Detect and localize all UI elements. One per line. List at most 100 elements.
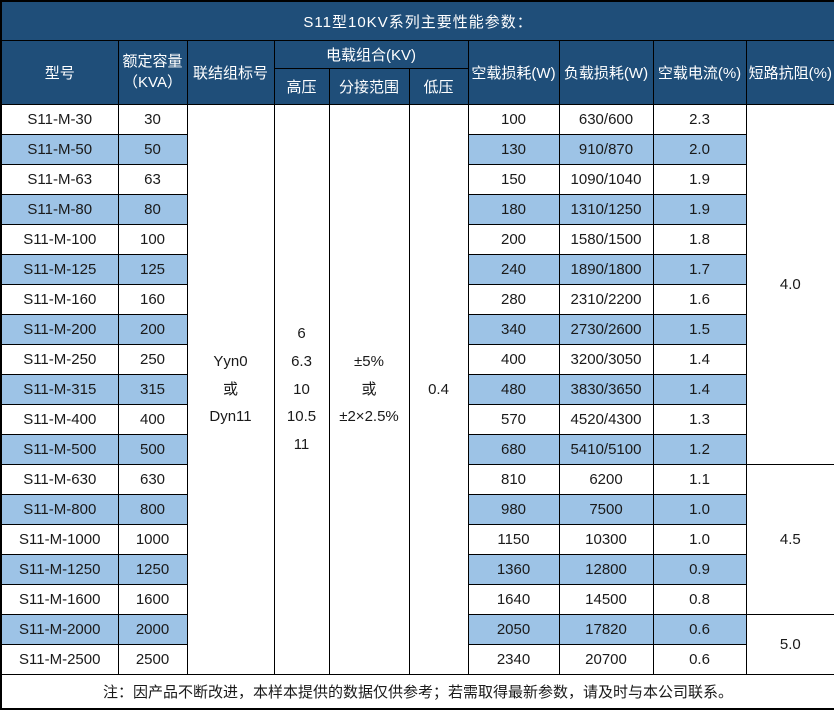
table-row: S11-M-500 500 680 5410/5100 1.2 (0, 434, 834, 465)
capacity-cell: 1000 (117, 524, 188, 555)
capacity-cell: 630 (117, 464, 188, 495)
no-load-current-cell: 2.0 (652, 134, 747, 165)
no-load-current-cell: 1.0 (652, 494, 747, 525)
col-header-no-load-current: 空载电流(%) (652, 40, 747, 105)
capacity-cell: 30 (117, 104, 188, 135)
load-loss-cell: 1090/1040 (558, 164, 654, 195)
load-loss-cell: 20700 (558, 644, 654, 675)
impedance-cell: 5.0 (745, 614, 834, 675)
capacity-cell: 800 (117, 494, 188, 525)
no-load-loss-cell: 280 (467, 284, 560, 315)
table-row: S11-M-160 160 280 2310/2200 1.6 (0, 284, 834, 315)
col-header-capacity: 额定容量 （KVA） (117, 40, 188, 105)
capacity-cell: 500 (117, 434, 188, 465)
col-header-tap-range: 分接范围 (328, 68, 410, 105)
no-load-loss-cell: 810 (467, 464, 560, 495)
page-title: S11型10KV系列主要性能参数： (0, 0, 834, 41)
load-loss-cell: 5410/5100 (558, 434, 654, 465)
no-load-current-cell: 0.9 (652, 554, 747, 585)
model-cell: S11-M-500 (0, 434, 119, 465)
connection-group-cell: Yyn0 或 Dyn11 (186, 104, 275, 675)
model-cell: S11-M-1250 (0, 554, 119, 585)
load-loss-cell: 910/870 (558, 134, 654, 165)
no-load-current-cell: 0.8 (652, 584, 747, 615)
no-load-loss-cell: 1360 (467, 554, 560, 585)
lv-cell: 0.4 (408, 104, 469, 675)
load-loss-cell: 12800 (558, 554, 654, 585)
header-row-2: 高压 分接范围 低压 (1, 68, 834, 105)
no-load-current-cell: 1.4 (652, 374, 747, 405)
no-load-loss-cell: 980 (467, 494, 560, 525)
no-load-current-cell: 1.6 (652, 284, 747, 315)
no-load-current-cell: 1.0 (652, 524, 747, 555)
no-load-loss-cell: 480 (467, 374, 560, 405)
model-cell: S11-M-1600 (0, 584, 119, 615)
no-load-current-cell: 1.4 (652, 344, 747, 375)
title-row: S11型10KV系列主要性能参数： (0, 0, 834, 41)
model-cell: S11-M-2500 (0, 644, 119, 675)
capacity-cell: 100 (117, 224, 188, 255)
hv-cell: 6 6.3 10 10.5 11 (273, 104, 330, 675)
no-load-current-cell: 1.1 (652, 464, 747, 495)
no-load-current-cell: 1.9 (652, 194, 747, 225)
col-header-model: 型号 (0, 40, 119, 105)
no-load-loss-cell: 680 (467, 434, 560, 465)
model-cell: S11-M-400 (0, 404, 119, 435)
impedance-cell: 4.0 (745, 104, 834, 465)
no-load-loss-cell: 2050 (467, 614, 560, 645)
no-load-current-cell: 1.9 (652, 164, 747, 195)
no-load-loss-cell: 400 (467, 344, 560, 375)
impedance-cell: 4.5 (745, 464, 834, 615)
model-cell: S11-M-80 (0, 194, 119, 225)
model-cell: S11-M-2000 (0, 614, 119, 645)
no-load-loss-cell: 570 (467, 404, 560, 435)
load-loss-cell: 1580/1500 (558, 224, 654, 255)
no-load-loss-cell: 100 (467, 104, 560, 135)
no-load-loss-cell: 130 (467, 134, 560, 165)
col-header-no-load-loss: 空载损耗(W) (467, 40, 560, 105)
col-header-load-loss: 负载损耗(W) (558, 40, 654, 105)
table-body: S11-M-30 30 Yyn0 或 Dyn11 6 6.3 10 10.5 11 ±5… (0, 104, 834, 675)
no-load-loss-cell: 1640 (467, 584, 560, 615)
col-header-connection: 联结组标号 (186, 40, 275, 105)
capacity-cell: 2500 (117, 644, 188, 675)
model-cell: S11-M-800 (0, 494, 119, 525)
no-load-current-cell: 0.6 (652, 614, 747, 645)
footer-row: 注：因产品不断改进，本样本提供的数据仅供参考；若需取得最新参数，请及时与本公司联… (0, 674, 834, 710)
load-loss-cell: 7500 (558, 494, 654, 525)
load-loss-cell: 3830/3650 (558, 374, 654, 405)
load-loss-cell: 17820 (558, 614, 654, 645)
load-loss-cell: 6200 (558, 464, 654, 495)
no-load-current-cell: 1.5 (652, 314, 747, 345)
capacity-cell: 80 (117, 194, 188, 225)
model-cell: S11-M-250 (0, 344, 119, 375)
no-load-loss-cell: 200 (467, 224, 560, 255)
capacity-cell: 250 (117, 344, 188, 375)
capacity-cell: 50 (117, 134, 188, 165)
model-cell: S11-M-200 (0, 314, 119, 345)
load-loss-cell: 1310/1250 (558, 194, 654, 225)
model-cell: S11-M-160 (0, 284, 119, 315)
no-load-current-cell: 1.2 (652, 434, 747, 465)
table-row: S11-M-200 200 340 2730/2600 1.5 (0, 314, 834, 345)
no-load-loss-cell: 180 (467, 194, 560, 225)
no-load-current-cell: 1.3 (652, 404, 747, 435)
header-row-1: 型号 额定容量 （KVA） 联结组标号 电载组合(KV) 空载损耗(W) 负载损… (0, 40, 834, 105)
load-loss-cell: 4520/4300 (558, 404, 654, 435)
load-loss-cell: 14500 (558, 584, 654, 615)
no-load-loss-cell: 340 (467, 314, 560, 345)
no-load-loss-cell: 240 (467, 254, 560, 285)
capacity-cell: 2000 (117, 614, 188, 645)
load-loss-cell: 10300 (558, 524, 654, 555)
model-cell: S11-M-50 (0, 134, 119, 165)
model-cell: S11-M-315 (0, 374, 119, 405)
model-cell: S11-M-630 (0, 464, 119, 495)
load-loss-cell: 630/600 (558, 104, 654, 135)
model-cell: S11-M-30 (0, 104, 119, 135)
no-load-loss-cell: 2340 (467, 644, 560, 675)
load-loss-cell: 2730/2600 (558, 314, 654, 345)
no-load-current-cell: 1.7 (652, 254, 747, 285)
model-cell: S11-M-125 (0, 254, 119, 285)
capacity-cell: 1250 (117, 554, 188, 585)
col-header-hv: 高压 (273, 68, 330, 105)
